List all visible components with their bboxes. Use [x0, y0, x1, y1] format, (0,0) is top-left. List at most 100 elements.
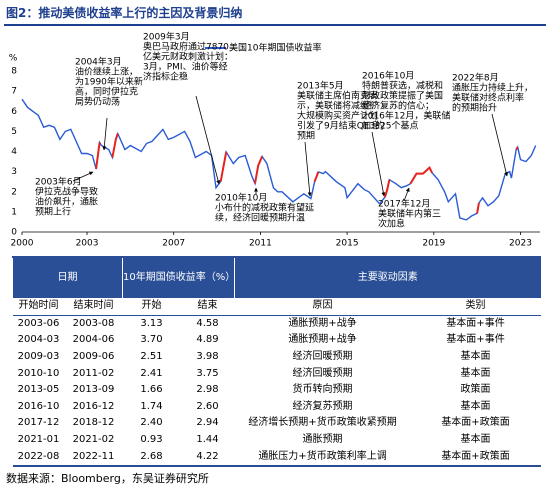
table-cell: 10年期国债收益率（%）	[121, 257, 235, 298]
legend-label: 美国10年期国债收益率	[229, 42, 321, 54]
annotation: 油价继续上涨，	[75, 66, 138, 78]
table-cell: 2.40	[140, 417, 163, 429]
annotation: 续，经济回暖预期升温	[215, 212, 305, 224]
annotation-arrow	[72, 171, 94, 182]
table-cell: 1.44	[196, 434, 219, 446]
table-cell: 原因	[234, 298, 411, 316]
table-cell: 基本面+事件	[446, 317, 505, 329]
highlight-segment	[95, 142, 101, 170]
table-cell: 2.60	[196, 400, 219, 412]
table-cell: 基本面+政策面	[441, 417, 510, 429]
annotation: 2016年12月，美联储	[362, 110, 450, 122]
y-tick-label: 5	[11, 127, 17, 137]
table-cell: 基本面	[460, 367, 491, 379]
table-subheader-row: 开始时间 结束时间 开始 结束 原因 类别	[12, 298, 541, 316]
table-cell: 基本面	[460, 400, 491, 412]
table-cell: 2022-08	[12, 448, 65, 467]
table-cell: 1.74	[140, 400, 163, 412]
table-cell: 4.89	[196, 334, 219, 346]
table-cell: 2016-12	[72, 400, 115, 412]
series-line	[21, 98, 537, 221]
table-cell: 3.70	[140, 334, 163, 346]
table-cell: 2004-06	[72, 334, 115, 346]
table-cell: 基本面+事件	[446, 334, 505, 346]
annotation: 为1990年以来新	[75, 76, 143, 88]
x-tick-label: 2003	[76, 239, 99, 249]
highlight-segment	[219, 151, 228, 182]
table-cell: 2.51	[140, 351, 163, 363]
highlight-segment	[409, 165, 433, 185]
table-cell: 4.22	[180, 448, 235, 467]
table-cell: 经济增长预期+货币政策收紧预期	[248, 417, 397, 429]
annotation: 的预期抬升	[452, 102, 497, 114]
annotation: 引发了9月结束QE3的	[297, 120, 384, 132]
footer: 数据来源：Bloomberg，东吴证券研究所	[6, 472, 209, 485]
table-cell: 主要驱动因素	[234, 257, 541, 298]
annotation: 亿美元财政刺激计划：	[143, 51, 233, 63]
table-cell: 2016-10	[17, 400, 60, 412]
annotation: 3月，PMI、油价等经	[143, 61, 228, 73]
table-cell: 经济回暖预期	[292, 367, 353, 379]
annotation: 2016年10月	[362, 70, 414, 82]
annotation: 2013年5月	[297, 80, 344, 92]
annotation: 奥巴马政府通过7870	[143, 41, 229, 53]
y-tick-label: 7	[11, 87, 17, 97]
highlight-segment	[313, 171, 320, 183]
x-tick-label: 2011	[249, 239, 272, 249]
x-tick-label: 2023	[509, 239, 532, 249]
table-cell: 2013-09	[72, 384, 115, 396]
title: 图2：推动美债收益率上行的主因及背景归纳	[6, 6, 243, 20]
table-cell: 基本面	[460, 351, 491, 363]
table-cell: 3.13	[140, 317, 163, 329]
annotation-arrow	[491, 113, 509, 177]
annotation: 美联储对终点利率	[452, 92, 524, 104]
table-row: 2022-08 2022-11 2.68 4.22 通胀压力+货币政策利率上调 基本面+政…	[12, 448, 541, 467]
x-tick-label: 2007	[162, 239, 185, 249]
table-cell: 基本面+政策面	[410, 448, 541, 467]
x-tick-label: 2019	[422, 239, 445, 249]
table-row: 2004-03 2004-06 3.70 4.89 通胀预期+战争 基本面+事件	[13, 332, 541, 349]
annotation: 2017年12月	[378, 198, 430, 210]
table-cell: 2003-08	[72, 317, 115, 329]
table-cell: 结束时间	[64, 298, 123, 316]
y-tick-label: 3	[11, 167, 17, 177]
table-cell: 2021-01	[17, 434, 60, 446]
table-cell: 2011-02	[72, 367, 115, 379]
y-tick-label: 4	[11, 147, 17, 157]
table-row: 2021-01 2021-02 0.93 1.44 通胀预期 基本面	[13, 432, 541, 449]
annotation: 财政政策提振了美国	[362, 90, 443, 102]
y-tick-label: 2	[11, 187, 17, 197]
table-row: 2003-06 2003-08 3.13 4.58 通胀预期+战争 基本面+事件	[13, 315, 541, 332]
highlight-segment	[515, 146, 519, 151]
annotation: 2003年6月	[35, 176, 82, 188]
table-row: 2017-12 2018-12 2.40 2.94 经济增长预期+货币政策收紧预期 基本面…	[13, 415, 541, 432]
y-axis-label: %	[9, 54, 18, 64]
table-cell: 2004-03	[17, 334, 60, 346]
table-cell: 2.94	[196, 417, 219, 429]
annotation: 局势仍动荡	[75, 96, 120, 108]
annotation-arrow	[403, 187, 410, 202]
table-cell: 2022-11	[64, 448, 123, 467]
table-row: 2016-10 2016-12 1.74 2.60 经济复苏预期 基本面	[13, 399, 541, 416]
annotation: 次加息	[378, 218, 405, 230]
table-cell: 2013-05	[17, 384, 60, 396]
annotation: 2004年3月	[75, 56, 122, 68]
x-tick-label: 2000	[11, 239, 34, 249]
annotation: 2010年10月	[215, 192, 267, 204]
highlight-segment	[111, 133, 119, 158]
table-cell: 开始时间	[12, 298, 65, 316]
table-cell: 2009-06	[72, 351, 115, 363]
annotation: 济指标企稳	[143, 71, 188, 83]
annotation: 美联储年内第三	[378, 208, 441, 220]
annotation: 经济复苏的信心；	[362, 100, 434, 112]
annotation-arrow	[304, 141, 312, 197]
annotation: 油价飙升，通胀	[35, 196, 98, 208]
annotation: 2009年3月	[143, 31, 190, 43]
annotation: 大规模购买资产计划	[297, 110, 378, 122]
table-cell: 0.93	[140, 434, 163, 446]
table-cell: 基本面	[460, 434, 491, 446]
highlight-segment	[476, 202, 480, 214]
table-cell: 货币转向预期	[292, 384, 353, 396]
table-cell: 2.41	[140, 367, 163, 379]
table-cell: 政策面	[460, 384, 491, 396]
